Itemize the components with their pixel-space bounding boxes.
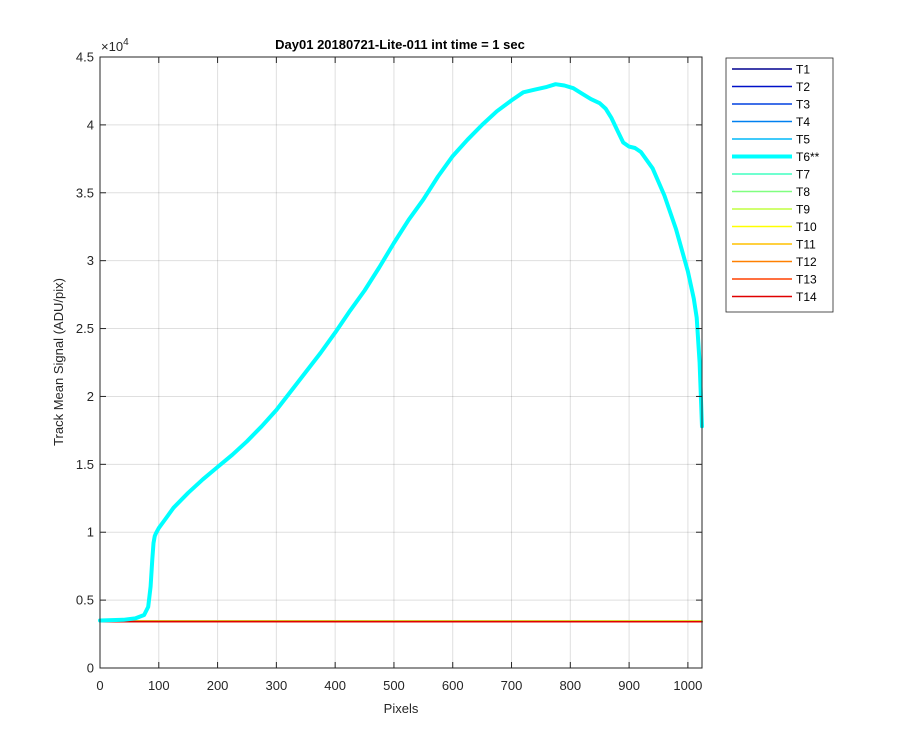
y-tick-label: 2: [87, 389, 94, 404]
x-tick-label: 0: [96, 678, 103, 693]
x-tick-label: 400: [324, 678, 346, 693]
legend-label: T2: [796, 80, 810, 94]
legend-label: T3: [796, 98, 810, 112]
x-axis-label: Pixels: [384, 701, 419, 716]
y-tick-label: 1: [87, 525, 94, 540]
x-tick-label: 800: [559, 678, 581, 693]
y-tick-label: 0: [87, 661, 94, 676]
y-tick-label: 0.5: [76, 593, 94, 608]
x-tick-label: 500: [383, 678, 405, 693]
y-axis-multiplier: ×104: [101, 37, 129, 54]
legend-label: T8: [796, 185, 810, 199]
x-tick-label: 1000: [673, 678, 702, 693]
y-tick-label: 3.5: [76, 185, 94, 200]
x-tick-label: 100: [148, 678, 170, 693]
series-line-t6: [98, 82, 704, 623]
plot-frame: [99, 56, 703, 669]
y-tick-labels: 0 0.5 1 1.5 2 2.5 3 3.5 4 4.5: [76, 50, 94, 676]
x-tick-label: 600: [442, 678, 464, 693]
legend-label: T13: [796, 273, 817, 287]
y-tick-label: 4: [87, 117, 94, 132]
legend-label: T14: [796, 290, 817, 304]
legend: T1 T2 T3 T4 T5 T6** T7 T8 T9 T10 T11 T12 T13 T14: [725, 57, 834, 313]
series-lines: [98, 82, 704, 623]
x-tick-label: 700: [501, 678, 523, 693]
legend-label: T6**: [796, 150, 820, 164]
x-tick-label: 300: [266, 678, 288, 693]
x-tick-label: 200: [207, 678, 229, 693]
legend-label: T1: [796, 63, 810, 77]
legend-label: T9: [796, 203, 810, 217]
y-tick-label: 3: [87, 253, 94, 268]
y-tick-label: 1.5: [76, 457, 94, 472]
chart-title: Day01 20180721-Lite-011 int time = 1 sec: [275, 37, 525, 52]
legend-label: T10: [796, 220, 817, 234]
x-tick-labels: 0 100 200 300 400 500 600 700 800 900 1000: [96, 678, 702, 693]
y-tick-label: 4.5: [76, 50, 94, 65]
legend-label: T4: [796, 115, 810, 129]
y-tick-label: 2.5: [76, 321, 94, 336]
y-axis-label: Track Mean Signal (ADU/pix): [51, 278, 66, 446]
legend-label: T12: [796, 255, 817, 269]
x-tick-label: 900: [618, 678, 640, 693]
axis-ticks: [99, 56, 702, 669]
legend-label: T11: [796, 238, 816, 252]
grid-lines: [100, 57, 702, 668]
legend-label: T5: [796, 133, 810, 147]
legend-label: T7: [796, 168, 810, 182]
plot-area: [100, 57, 702, 668]
legend-box: [725, 57, 834, 313]
